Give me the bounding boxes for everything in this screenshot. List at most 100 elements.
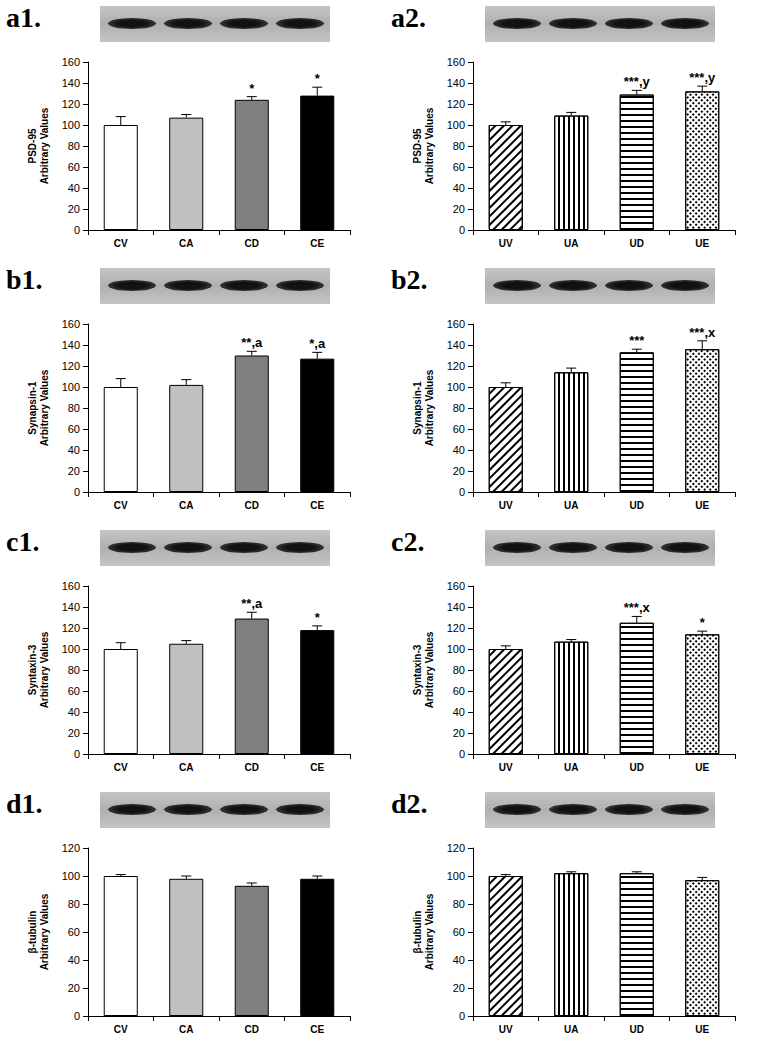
- svg-text:80: 80: [453, 402, 465, 414]
- svg-text:UE: UE: [695, 500, 709, 511]
- svg-text:80: 80: [68, 402, 80, 414]
- svg-text:CV: CV: [114, 500, 128, 511]
- svg-text:Arbitrary Values: Arbitrary Values: [424, 893, 435, 970]
- svg-text:60: 60: [453, 161, 465, 173]
- svg-text:160: 160: [447, 56, 465, 68]
- svg-text:*: *: [315, 71, 321, 86]
- svg-text:20: 20: [68, 727, 80, 739]
- svg-text:100: 100: [447, 870, 465, 882]
- svg-text:140: 140: [62, 77, 80, 89]
- svg-text:140: 140: [62, 601, 80, 613]
- svg-text:160: 160: [62, 56, 80, 68]
- svg-text:80: 80: [453, 664, 465, 676]
- svg-text:0: 0: [459, 748, 465, 760]
- svg-text:120: 120: [62, 842, 80, 854]
- svg-text:CV: CV: [114, 238, 128, 249]
- svg-text:***,y: ***,y: [624, 74, 651, 89]
- svg-text:100: 100: [447, 119, 465, 131]
- svg-text:40: 40: [453, 444, 465, 456]
- svg-text:Arbitrary Values: Arbitrary Values: [424, 631, 435, 708]
- svg-text:CD: CD: [245, 500, 259, 511]
- svg-text:CA: CA: [179, 1024, 193, 1035]
- svg-text:160: 160: [447, 318, 465, 330]
- svg-text:120: 120: [62, 360, 80, 372]
- svg-text:160: 160: [62, 580, 80, 592]
- svg-text:***,y: ***,y: [689, 70, 716, 85]
- svg-text:***,x: ***,x: [624, 600, 651, 615]
- svg-text:20: 20: [453, 727, 465, 739]
- svg-text:PSD-95: PSD-95: [412, 128, 423, 163]
- svg-text:20: 20: [68, 982, 80, 994]
- svg-text:160: 160: [447, 580, 465, 592]
- svg-text:40: 40: [453, 954, 465, 966]
- svg-text:CA: CA: [179, 500, 193, 511]
- svg-text:Arbitrary Values: Arbitrary Values: [424, 107, 435, 184]
- svg-text:CV: CV: [114, 762, 128, 773]
- svg-text:*,a: *,a: [309, 336, 326, 351]
- svg-text:140: 140: [62, 339, 80, 351]
- svg-text:100: 100: [62, 119, 80, 131]
- svg-text:60: 60: [453, 423, 465, 435]
- svg-text:CE: CE: [310, 1024, 324, 1035]
- svg-text:40: 40: [68, 706, 80, 718]
- svg-text:40: 40: [453, 182, 465, 194]
- svg-text:0: 0: [74, 1010, 80, 1022]
- svg-text:120: 120: [447, 360, 465, 372]
- svg-text:40: 40: [453, 706, 465, 718]
- svg-text:100: 100: [62, 870, 80, 882]
- svg-text:UV: UV: [499, 238, 513, 249]
- svg-text:CV: CV: [114, 1024, 128, 1035]
- svg-text:UE: UE: [695, 238, 709, 249]
- svg-text:UD: UD: [630, 762, 644, 773]
- svg-text:Synapsin-1: Synapsin-1: [27, 381, 38, 435]
- svg-text:UD: UD: [630, 500, 644, 511]
- svg-text:Arbitrary Values: Arbitrary Values: [39, 107, 50, 184]
- svg-text:***,x: ***,x: [689, 325, 716, 340]
- svg-text:120: 120: [447, 842, 465, 854]
- svg-text:0: 0: [459, 486, 465, 498]
- svg-text:120: 120: [62, 98, 80, 110]
- svg-text:UD: UD: [630, 238, 644, 249]
- svg-text:0: 0: [74, 224, 80, 236]
- svg-text:40: 40: [68, 954, 80, 966]
- svg-text:β-tubulin: β-tubulin: [412, 911, 423, 954]
- svg-text:60: 60: [68, 161, 80, 173]
- svg-text:CE: CE: [310, 762, 324, 773]
- svg-text:UE: UE: [695, 762, 709, 773]
- svg-text:UE: UE: [695, 1024, 709, 1035]
- svg-text:40: 40: [68, 182, 80, 194]
- svg-text:60: 60: [68, 926, 80, 938]
- svg-text:140: 140: [447, 77, 465, 89]
- svg-text:UV: UV: [499, 500, 513, 511]
- svg-text:20: 20: [453, 203, 465, 215]
- svg-text:0: 0: [74, 748, 80, 760]
- svg-text:UV: UV: [499, 1024, 513, 1035]
- svg-text:0: 0: [74, 486, 80, 498]
- svg-text:CE: CE: [310, 238, 324, 249]
- svg-text:0: 0: [459, 1010, 465, 1022]
- svg-text:40: 40: [68, 444, 80, 456]
- svg-text:140: 140: [447, 601, 465, 613]
- svg-text:CD: CD: [245, 762, 259, 773]
- svg-text:UA: UA: [564, 238, 578, 249]
- svg-text:140: 140: [447, 339, 465, 351]
- svg-text:UA: UA: [564, 1024, 578, 1035]
- svg-text:PSD-95: PSD-95: [27, 128, 38, 163]
- svg-text:20: 20: [453, 982, 465, 994]
- svg-text:UA: UA: [564, 762, 578, 773]
- svg-text:0: 0: [459, 224, 465, 236]
- svg-text:20: 20: [453, 465, 465, 477]
- svg-text:***: ***: [629, 333, 645, 348]
- svg-text:Arbitrary Values: Arbitrary Values: [39, 369, 50, 446]
- svg-text:120: 120: [447, 98, 465, 110]
- svg-text:20: 20: [68, 203, 80, 215]
- svg-text:80: 80: [68, 140, 80, 152]
- svg-text:CD: CD: [245, 238, 259, 249]
- svg-text:160: 160: [62, 318, 80, 330]
- svg-text:60: 60: [453, 685, 465, 697]
- svg-text:CA: CA: [179, 238, 193, 249]
- svg-text:CE: CE: [310, 500, 324, 511]
- svg-text:100: 100: [447, 381, 465, 393]
- svg-text:*: *: [315, 610, 321, 625]
- svg-text:Syntaxin-3: Syntaxin-3: [27, 644, 38, 695]
